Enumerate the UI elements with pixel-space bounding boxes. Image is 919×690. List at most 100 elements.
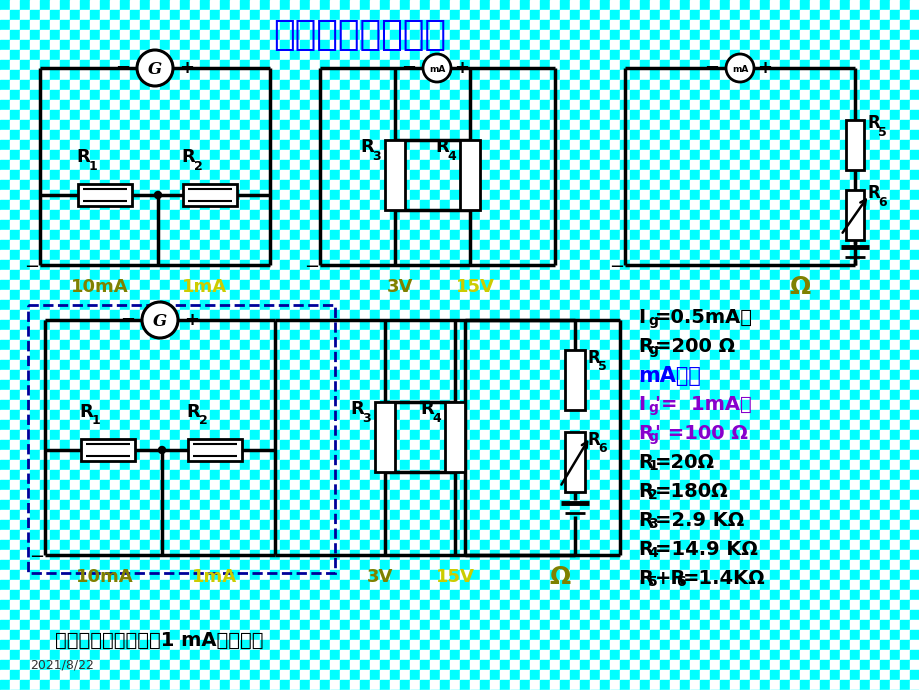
Bar [80,240,90,250]
Bar [809,40,819,50]
Bar [560,50,570,60]
Bar [310,320,320,330]
Bar [869,380,879,390]
Bar [720,130,729,140]
Bar [119,480,130,490]
Bar [789,400,800,410]
Bar [10,550,20,560]
Bar [420,110,429,120]
Bar [28,305,335,573]
Bar [190,40,199,50]
Bar [779,680,789,690]
Bar [210,540,220,550]
Bar [720,190,729,200]
Bar [390,10,400,20]
Bar [899,10,909,20]
Bar [50,80,60,90]
Bar [369,300,380,310]
Bar [340,400,349,410]
Bar [550,590,560,600]
Bar [70,510,80,520]
Bar [70,390,80,400]
Bar [140,360,150,370]
Bar [279,500,289,510]
Bar [879,420,889,430]
Bar [130,130,140,140]
Bar [480,320,490,330]
Bar [539,210,550,220]
Bar [269,220,279,230]
Bar [429,420,439,430]
Bar [589,80,599,90]
Bar [669,380,679,390]
Bar [130,350,140,360]
Bar [180,250,190,260]
Bar [0,150,10,160]
Bar [819,380,829,390]
Bar [160,50,170,60]
Bar [330,40,340,50]
Bar [789,270,800,280]
Bar [640,400,650,410]
Bar [679,580,689,590]
Bar [480,480,490,490]
Bar [340,300,349,310]
Bar [269,620,279,630]
Bar [829,510,839,520]
Bar [330,300,340,310]
Bar [689,330,699,340]
Bar [340,510,349,520]
Bar [199,390,210,400]
Bar [490,80,499,90]
Bar [240,500,250,510]
Bar [300,480,310,490]
Bar [739,440,749,450]
Bar [320,100,330,110]
Bar [240,480,250,490]
Bar [380,140,390,150]
Bar [100,280,110,290]
Bar [40,100,50,110]
Bar [889,500,899,510]
Bar [480,400,490,410]
Bar [359,390,369,400]
Bar [589,200,599,210]
Bar [729,50,739,60]
Bar [220,520,230,530]
Bar [509,540,519,550]
Bar [570,660,579,670]
Bar [909,640,919,650]
Bar [769,390,779,400]
Bar [180,30,190,40]
Circle shape [423,54,450,82]
Bar [689,610,699,620]
Bar [349,390,359,400]
Bar [570,520,579,530]
Bar [619,60,630,70]
Bar [560,150,570,160]
Bar [250,190,260,200]
Bar [300,460,310,470]
Bar [300,250,310,260]
Bar [630,210,640,220]
Bar [50,180,60,190]
Bar [420,460,429,470]
Bar [499,430,509,440]
Bar [779,90,789,100]
Bar [899,560,909,570]
Bar [470,560,480,570]
Bar [250,310,260,320]
Bar [449,580,460,590]
Bar [689,540,699,550]
Bar [560,310,570,320]
Bar [849,570,859,580]
Bar [909,480,919,490]
Bar [130,290,140,300]
Bar [300,560,310,570]
Bar [460,190,470,200]
Bar [170,660,180,670]
Bar [779,250,789,260]
Bar [889,360,899,370]
Bar [679,210,689,220]
Bar [320,420,330,430]
